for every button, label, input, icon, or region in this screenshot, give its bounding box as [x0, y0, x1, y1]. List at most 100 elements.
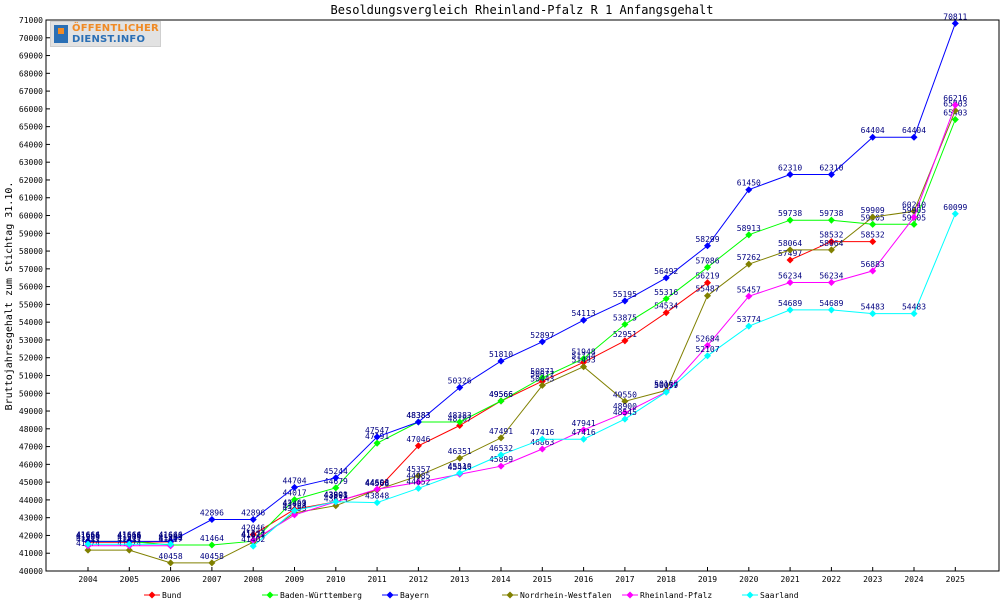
data-label: 41417	[159, 535, 183, 544]
data-point	[910, 220, 918, 228]
data-label: 57086	[695, 256, 719, 265]
data-point	[869, 310, 877, 318]
data-point	[703, 242, 712, 250]
data-label: 43898	[324, 491, 348, 500]
data-label: 49566	[489, 390, 513, 399]
x-tick-label: 2019	[698, 575, 717, 584]
data-label: 44704	[282, 476, 306, 485]
data-label: 40458	[159, 552, 183, 561]
plot-border	[45, 19, 1000, 572]
y-tick-label: 48000	[19, 425, 43, 434]
data-point	[621, 415, 629, 423]
data-label: 50079	[654, 381, 678, 390]
x-tick-label: 2020	[739, 575, 758, 584]
data-point	[414, 484, 422, 492]
data-point	[869, 220, 877, 228]
data-point	[249, 515, 257, 524]
data-point	[827, 278, 835, 286]
x-tick-label: 2009	[285, 575, 304, 584]
data-label: 56234	[778, 271, 802, 280]
data-label: 41402	[241, 535, 265, 544]
data-label: 41664	[117, 530, 141, 539]
data-point	[125, 546, 133, 554]
data-point	[662, 274, 670, 282]
y-tick-label: 55000	[19, 300, 43, 309]
logo-line-1: ÖFFENTLICHER	[72, 23, 159, 34]
data-label: 62310	[819, 163, 843, 172]
data-label: 60099	[943, 203, 967, 212]
data-point	[290, 496, 299, 504]
y-tick-label: 66000	[19, 105, 43, 114]
data-label: 45899	[489, 455, 513, 464]
data-label: 56234	[819, 271, 843, 280]
data-label: 57497	[778, 249, 802, 258]
data-point	[662, 388, 670, 396]
y-tick-label: 58000	[19, 247, 43, 256]
y-tick-label: 60000	[19, 212, 43, 221]
legend-label: Saarland	[760, 591, 799, 600]
data-label: 56492	[654, 267, 678, 276]
data-label: 43268	[282, 502, 306, 511]
data-label: 47416	[572, 428, 596, 437]
data-point	[745, 322, 753, 330]
data-point	[827, 238, 835, 246]
data-label: 45510	[448, 462, 472, 471]
y-tick-label: 54000	[19, 318, 43, 327]
data-point	[373, 439, 381, 447]
legend: Bund Baden-Württemberg Bayern Nordrhein-Wes…	[144, 591, 799, 600]
data-point	[745, 231, 753, 239]
y-tick-label: 41000	[19, 549, 43, 558]
data-point	[910, 133, 918, 141]
data-label: 45445	[448, 463, 472, 472]
x-tick-label: 2015	[533, 575, 552, 584]
data-label: 48900	[613, 402, 637, 411]
data-point	[621, 397, 629, 405]
data-point	[538, 435, 546, 443]
data-label: 64404	[861, 126, 885, 135]
data-point	[745, 186, 753, 194]
y-axis: 40000 41000 42000 43000 44000 45000 46000 47000…	[19, 16, 50, 576]
data-label: 41666	[117, 530, 141, 539]
legend-marker	[746, 591, 754, 599]
x-tick-label: 2010	[326, 575, 345, 584]
data-point	[869, 213, 877, 221]
data-label: 50443	[530, 374, 554, 383]
data-point	[414, 472, 422, 480]
data-label: 41509	[117, 533, 141, 542]
data-point	[414, 418, 422, 426]
data-label: 41509	[159, 533, 183, 542]
legend-marker	[386, 591, 394, 599]
data-point	[951, 19, 959, 27]
data-label: 41727	[241, 529, 265, 538]
y-tick-label: 68000	[19, 69, 43, 78]
site-logo: ÖFFENTLICHER DIENST.INFO	[50, 21, 161, 47]
data-point	[580, 363, 588, 371]
data-point	[827, 216, 835, 224]
data-label: 54689	[778, 299, 802, 308]
data-label: 70811	[943, 12, 967, 21]
data-point	[497, 434, 505, 442]
data-label: 62310	[778, 163, 802, 172]
data-label: 47416	[530, 428, 554, 437]
data-label: 52951	[613, 330, 637, 339]
data-label: 52897	[530, 331, 554, 340]
data-label: 50326	[448, 376, 472, 385]
data-point	[786, 170, 794, 178]
data-label: 52684	[695, 335, 719, 344]
data-label: 56219	[695, 272, 719, 281]
y-tick-label: 49000	[19, 407, 43, 416]
data-label: 41664	[76, 530, 100, 539]
data-label: 51810	[489, 350, 513, 359]
data-point	[621, 337, 629, 345]
y-tick-label: 56000	[19, 283, 43, 292]
chart-title: Besoldungsvergleich Rheinland-Pfalz R 1 …	[331, 3, 714, 17]
data-label: 43901	[324, 491, 348, 500]
data-label: 50057	[654, 381, 678, 390]
data-label: 44017	[282, 489, 306, 498]
data-label: 46351	[448, 447, 472, 456]
data-point	[456, 469, 464, 477]
data-point	[580, 355, 588, 363]
data-label: 55316	[654, 288, 678, 297]
y-tick-label: 57000	[19, 265, 43, 274]
data-label: 58064	[778, 239, 802, 248]
